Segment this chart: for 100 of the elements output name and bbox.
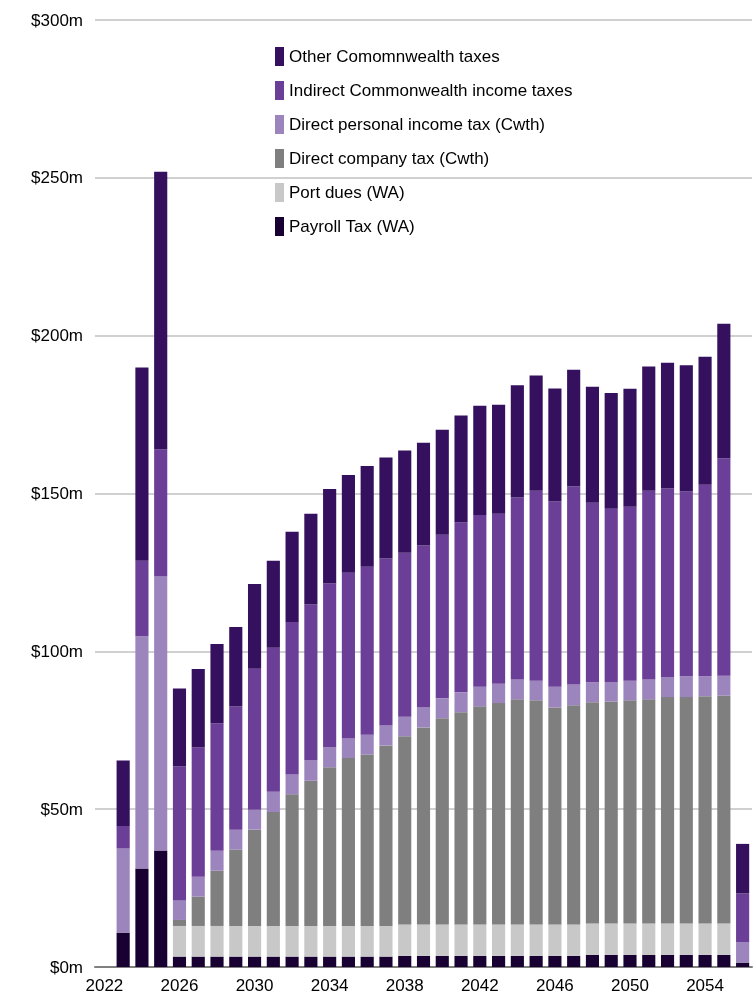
bar [229,829,243,850]
bar [548,388,562,502]
legend-label: Indirect Commonwealth income taxes [289,81,573,100]
bar [679,923,693,955]
bar [717,323,731,459]
bar [116,760,130,826]
bar [191,925,205,957]
bar [416,955,431,967]
bar [623,923,637,955]
legend-label: Port dues (WA) [289,183,405,202]
bar [172,688,187,767]
bar [304,604,318,761]
bar [623,506,637,681]
bar [247,956,262,967]
bar [717,458,731,676]
x-tick-label: 2030 [235,976,274,995]
bar [229,627,243,707]
bar [510,955,524,967]
bar [135,868,149,967]
bar [492,955,506,967]
x-tick-label: 2038 [385,976,424,995]
bar [642,699,656,924]
bar [229,925,243,957]
bar [266,812,280,926]
bar [660,488,675,678]
bar [660,955,675,967]
bar [285,794,299,926]
x-tick-label: 2022 [85,976,124,995]
bar [623,388,637,507]
bar [379,956,393,967]
bar [698,676,712,697]
bar [585,702,600,924]
bar [567,369,581,487]
bar [717,695,731,924]
bar [529,680,543,701]
bar [473,924,487,956]
bar [642,955,656,967]
bar [473,686,487,707]
bar [360,754,374,926]
bar [172,900,187,920]
bar [660,697,675,924]
bar [154,171,168,450]
bar [135,367,149,561]
bar [567,486,581,685]
bar [529,924,543,956]
bar [323,747,337,768]
bar [529,700,543,925]
bar [360,734,374,755]
legend-label: Other Comomnwealth taxes [289,47,500,66]
bar [492,404,506,514]
bar [379,725,393,746]
bar [229,849,243,926]
bar [604,681,618,702]
bar [229,706,243,830]
bar [341,925,355,957]
bar [210,870,224,926]
bar [679,676,693,698]
y-tick-label: $50m [40,799,83,819]
bar [585,386,600,503]
bar [679,697,693,924]
bar [585,955,600,967]
bar [416,707,431,728]
bar [191,669,205,748]
bar [285,621,299,775]
x-tick-label: 2034 [310,976,349,995]
bar [304,956,318,967]
bar [285,956,299,967]
bar [323,956,337,967]
bar [548,924,562,956]
bar [736,843,750,894]
bar [698,356,712,485]
bar [510,924,524,956]
bar [435,924,449,956]
bar [116,825,130,849]
bar [398,955,412,967]
bar [454,712,468,925]
bar [229,956,243,967]
bar [247,584,262,669]
bar [679,955,693,967]
x-tick-label: 2042 [460,976,499,995]
bar [642,366,656,491]
bar [435,429,449,535]
legend-label: Direct company tax (Cwth) [289,149,490,168]
bar [304,513,318,605]
bar [341,572,355,739]
bar [698,696,712,924]
bar [172,956,187,967]
bar [623,955,637,967]
bar [341,738,355,759]
y-tick-label: $100m [31,641,83,661]
bar [529,375,543,491]
bar [510,497,524,680]
bar [191,956,205,967]
legend-label: Payroll Tax (WA) [289,217,415,236]
bar [642,490,656,680]
bar [116,932,130,967]
bar [435,955,449,967]
bar [172,766,187,901]
bar [416,442,431,546]
bar [323,925,337,957]
